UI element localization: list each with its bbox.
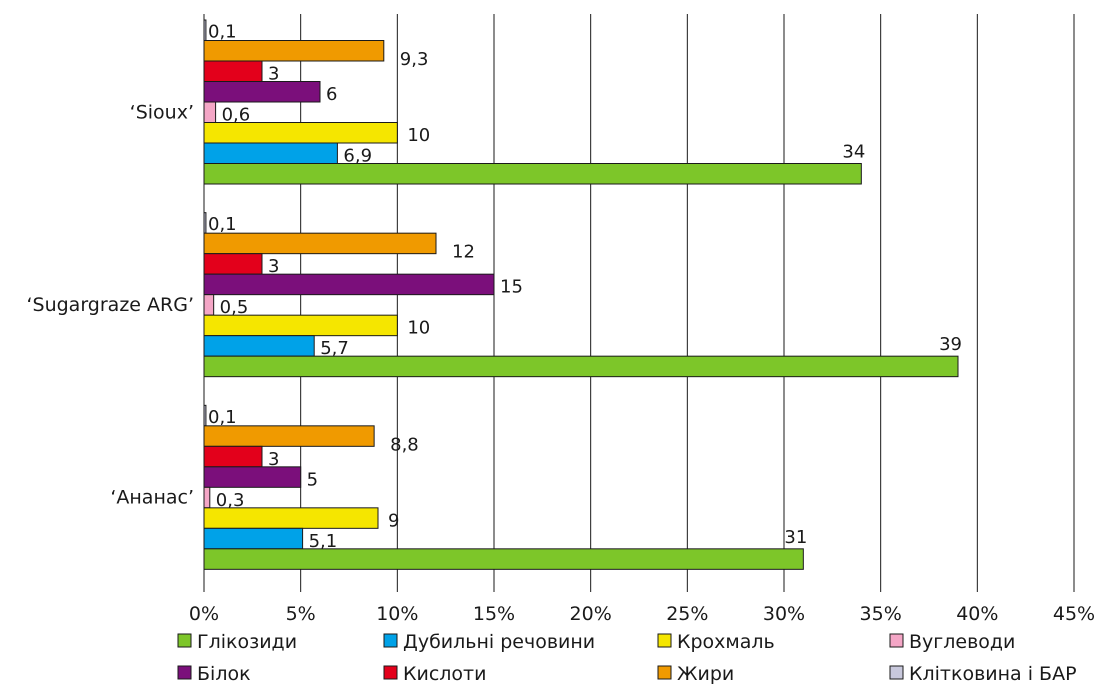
bar — [203, 163, 862, 185]
data-label: 0,3 — [216, 490, 245, 511]
data-label: 0,1 — [208, 22, 237, 43]
bar — [203, 142, 338, 164]
x-tick-label: 5% — [286, 603, 316, 625]
legend-swatch — [657, 665, 672, 680]
legend-label: Глікозиди — [197, 631, 297, 653]
legend-label: Крохмаль — [677, 631, 775, 653]
x-tick-label: 25% — [666, 603, 708, 625]
bar — [203, 507, 379, 529]
data-label: 3 — [268, 64, 279, 85]
bar — [203, 232, 437, 255]
bar — [203, 60, 263, 82]
legend-swatch — [177, 665, 192, 680]
x-tick-label: 30% — [763, 603, 805, 625]
x-tick-label: 45% — [1053, 603, 1095, 625]
legend-swatch — [889, 665, 904, 680]
bar — [203, 122, 398, 144]
data-label: 0,1 — [208, 214, 237, 235]
bar — [203, 101, 217, 123]
category-label: ‘Sioux’ — [130, 101, 194, 123]
legend-label: Білок — [197, 663, 251, 685]
bar — [203, 548, 804, 570]
x-tick-label: 10% — [376, 603, 418, 625]
legend-swatch — [383, 633, 398, 648]
data-label: 3 — [268, 449, 279, 470]
legend-swatch — [889, 633, 904, 648]
category-label: ‘Ананас’ — [110, 487, 194, 509]
data-label: 0,6 — [222, 105, 251, 126]
bar — [203, 294, 215, 316]
x-tick-label: 20% — [570, 603, 612, 625]
data-label: 5 — [307, 469, 318, 490]
legend-label: Вуглеводи — [909, 631, 1015, 653]
bar — [203, 527, 304, 550]
legend-label: Жири — [677, 663, 734, 685]
legend-swatch — [177, 633, 192, 648]
data-label: 6 — [326, 84, 337, 105]
bar — [203, 486, 211, 509]
data-label: 10 — [407, 125, 430, 146]
data-label: 15 — [500, 277, 523, 298]
data-label: 9 — [388, 510, 399, 531]
x-tick-label: 40% — [956, 603, 998, 625]
bar — [203, 466, 302, 488]
data-label: 8,8 — [390, 434, 419, 455]
x-tick-label: 0% — [189, 603, 219, 625]
bar — [203, 445, 263, 468]
data-label: 34 — [842, 142, 865, 163]
data-label: 0,5 — [220, 297, 249, 318]
data-label: 39 — [939, 334, 962, 355]
x-tick-label: 15% — [473, 603, 515, 625]
data-label: 3 — [268, 256, 279, 277]
legend-swatch — [657, 633, 672, 648]
data-label: 6,9 — [343, 146, 372, 167]
bar — [203, 273, 495, 296]
category-label: ‘Sugargraze ARG’ — [26, 294, 194, 316]
data-label: 10 — [407, 318, 430, 339]
data-label: 0,1 — [208, 407, 237, 428]
legend-label: Кислоти — [403, 663, 486, 685]
bar — [203, 40, 385, 62]
legend-swatch — [383, 665, 398, 680]
data-label: 5,1 — [309, 531, 338, 552]
bar — [203, 81, 321, 103]
legend-label: Клітковина і БАР — [909, 663, 1077, 685]
bar — [203, 253, 263, 275]
data-label: 5,7 — [320, 338, 349, 359]
data-label: 31 — [784, 527, 807, 548]
data-label: 9,3 — [400, 49, 429, 70]
data-label: 12 — [452, 242, 475, 263]
bar — [203, 355, 959, 378]
bar — [203, 335, 315, 357]
bar — [203, 425, 375, 447]
x-tick-label: 35% — [860, 603, 902, 625]
legend-label: Дубильні речовини — [403, 631, 595, 653]
bar — [203, 314, 398, 337]
